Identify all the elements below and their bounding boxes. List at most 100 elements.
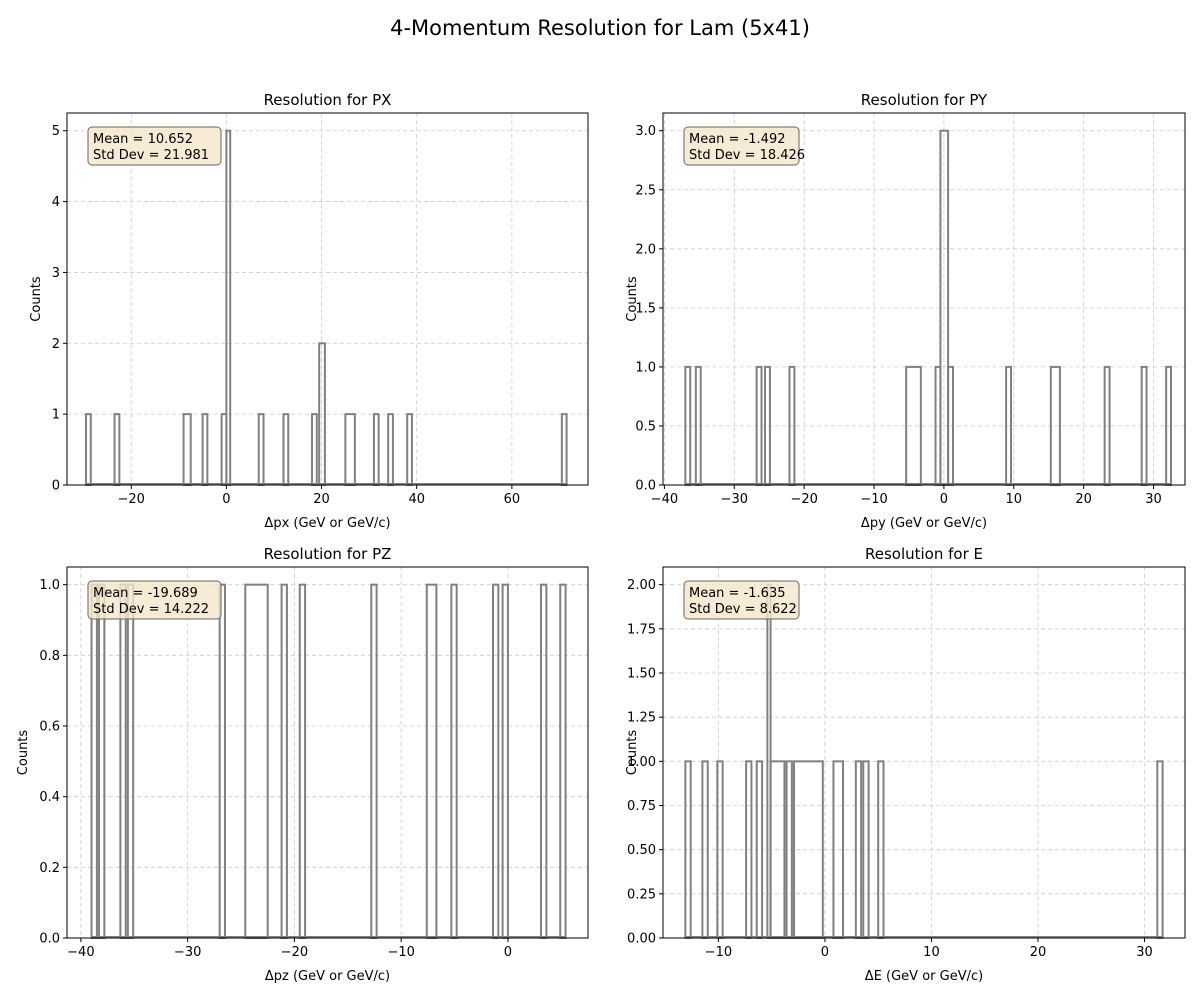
x-tick-label: 0 [222,492,230,507]
axes-frame [662,566,1186,939]
x-tick-label: −10 [860,492,887,507]
x-tick-label: −10 [705,945,732,960]
histogram-bar [98,583,106,940]
histogram-bar [282,413,290,486]
figure-title: 4-Momentum Resolution for Lam (5x41) [390,16,810,40]
y-tick-label: 1.25 [627,711,656,726]
x-tick-label: −20 [118,492,145,507]
x-tick-label: 0 [940,492,948,507]
histogram-bar [225,129,232,486]
stats-std: Std Dev = 14.222 [93,602,209,617]
stats-mean: Mean = -19.689 [93,586,198,601]
y-tick-label: 4 [52,195,60,210]
histogram-bar [113,413,121,486]
histogram-bar [684,760,692,939]
histogram-panel-1: −20 0 20 40 60 0 1 2 3 4 5 Resolution for PX Δpx (Ge… [29,91,589,531]
x-axis-label: Δpx (GeV or GeV/c) [264,516,390,531]
y-tick-label: 2.0 [635,242,656,257]
histogram-panel-4: −10 0 10 20 30 0.00 0.25 0.50 0.75 1.00 1.25 1.50 1.… [625,545,1186,984]
stats-box [87,126,222,166]
x-axis-label: Δpz (GeV or GeV/c) [265,969,390,984]
y-tick-label: 0.2 [39,861,60,876]
x-tick-label: 20 [313,492,330,507]
y-tick-label: 1 [52,408,60,423]
stats-std: Std Dev = 21.981 [93,148,209,163]
stats-box [683,126,800,166]
stats-std: Std Dev = 8.622 [689,602,797,617]
histogram-bar [425,583,438,940]
y-tick-label: 3.0 [635,124,656,139]
x-tick-label: −30 [174,945,201,960]
histogram-bar [501,583,509,940]
y-tick-label: 1.75 [627,622,656,637]
panel-title: Resolution for PX [264,91,392,109]
y-tick-label: 0.6 [39,720,60,735]
histogram-bar [854,760,863,939]
histogram-bar [755,365,763,486]
x-tick-label: −30 [721,492,748,507]
y-tick-label: 0.25 [627,887,656,902]
histogram-bar [406,413,413,486]
stats-box [683,580,800,620]
y-tick-label: 0.00 [627,932,656,947]
histogram-bar [280,583,288,940]
histogram-bar [126,583,135,940]
y-tick-label: 3 [52,266,60,281]
histogram-bar [90,583,98,940]
axes-frame [662,112,1186,486]
panel-title: Resolution for PZ [264,545,392,563]
x-tick-label: 30 [1136,945,1153,960]
x-tick-label: 0 [821,945,829,960]
y-tick-label: 1.50 [627,667,656,682]
axes-frame [66,566,589,939]
y-tick-label: 1.00 [627,755,656,770]
histogram-bar [257,413,265,486]
panel-title: Resolution for E [865,545,983,563]
y-axis-label: Counts [16,730,31,776]
histogram-bar [755,760,764,939]
histogram-bar [540,583,548,940]
histogram-bar [1156,760,1164,939]
y-axis-label: Counts [29,276,44,322]
panel-title: Resolution for PY [861,91,988,109]
y-tick-label: 0.4 [39,790,60,805]
x-tick-label: 40 [408,492,425,507]
histogram-bar [559,583,567,940]
y-tick-label: 2.00 [627,578,656,593]
y-tick-label: 1.0 [39,578,60,593]
histogram-bar [119,583,127,940]
y-axis-label: Counts [625,730,640,776]
axes-frame [66,112,589,486]
x-tick-label: −20 [790,492,817,507]
x-axis-label: ΔE (GeV or GeV/c) [865,969,983,984]
stats-box [87,580,222,620]
y-tick-label: 0.5 [635,419,656,434]
histogram-panel-2: −40 −30 −20 −10 0 10 20 30 0.0 0.5 1.0 1.5 2.0 2.5 3.0… [625,91,1186,531]
x-tick-label: 10 [923,945,940,960]
y-tick-label: 0.8 [39,649,60,664]
y-tick-label: 2 [52,337,60,352]
x-tick-label: −10 [387,945,414,960]
histogram-bar [372,413,380,486]
y-axis-label: Counts [625,276,640,322]
histogram-bar [764,365,771,486]
histogram-bar [218,583,227,940]
histogram-panel-3: −40 −30 −20 −10 0 0.0 0.2 0.4 0.6 0.8 1.0 Resolutio… [16,545,589,984]
histogram-bar [85,413,92,486]
y-tick-label: 1.0 [635,360,656,375]
y-tick-label: 0.0 [635,479,656,494]
stats-std: Std Dev = 18.426 [689,148,805,163]
stats-mean: Mean = 10.652 [93,132,193,147]
x-tick-label: 0 [504,945,512,960]
histogram-bar [201,413,209,486]
y-tick-label: 0.50 [627,843,656,858]
histogram-bar [862,760,870,939]
stats-mean: Mean = -1.492 [689,132,785,147]
y-tick-label: 0.0 [39,932,60,947]
x-tick-label: −40 [651,492,678,507]
x-tick-label: 10 [1006,492,1023,507]
y-tick-label: 0 [52,479,60,494]
histogram-bar [491,583,500,940]
y-tick-label: 5 [52,124,60,139]
